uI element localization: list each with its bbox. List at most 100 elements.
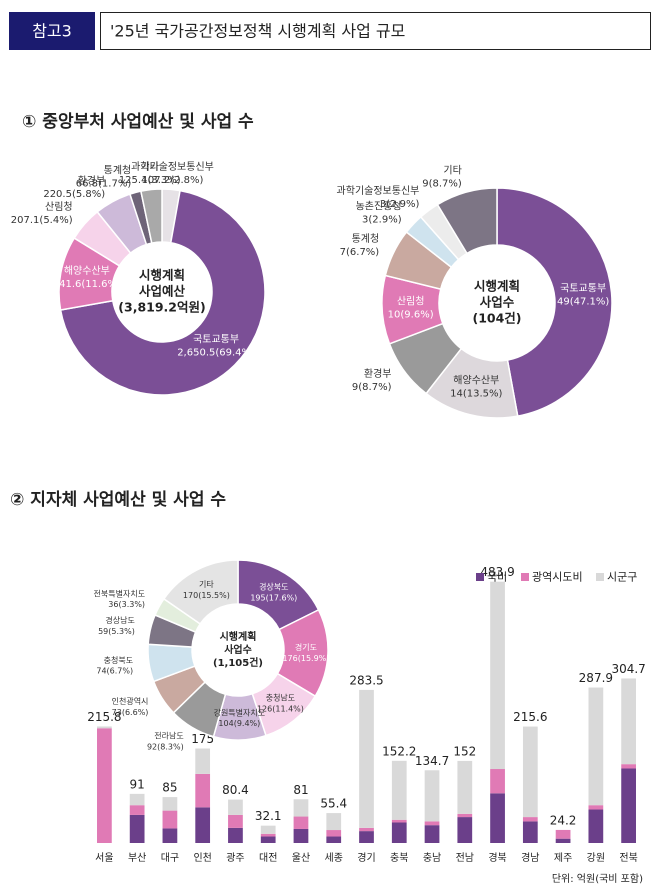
slice-value-number: 2,650.5 bbox=[177, 348, 215, 359]
slice-value: 49(47.1%) bbox=[557, 297, 609, 308]
slice-value: 125.4(3.3%) bbox=[119, 175, 181, 186]
donut-center-text: 시행계획 bbox=[139, 268, 185, 283]
slice-value-number: 9 bbox=[352, 382, 358, 393]
slice-value-number: 7 bbox=[340, 247, 346, 258]
slice-value-number: 36 bbox=[108, 600, 118, 609]
bar-segment bbox=[228, 799, 243, 815]
slice-value: 220.5(5.8%) bbox=[43, 189, 105, 200]
slice-percent: (3.3%) bbox=[118, 600, 145, 609]
slice-percent: (5.3%) bbox=[108, 626, 135, 635]
donut-slice bbox=[436, 187, 498, 255]
slice-value-number: 104 bbox=[218, 719, 233, 728]
slice-value-number: 73 bbox=[112, 707, 122, 716]
bar-segment bbox=[391, 760, 407, 820]
x-tick-label: 경남 bbox=[521, 851, 539, 864]
x-tick-label: 경북 bbox=[488, 851, 506, 864]
slice-value: 36(3.3%) bbox=[108, 600, 145, 609]
slice-name: 산림청 bbox=[45, 201, 73, 213]
slice-percent: (69.4%) bbox=[215, 348, 255, 359]
slice-value: 3(2.9%) bbox=[362, 215, 402, 226]
bar-segment bbox=[522, 726, 538, 818]
slice-value-number: 126 bbox=[257, 704, 272, 713]
slice-name: 통계청 bbox=[104, 165, 132, 177]
bar-segment bbox=[228, 827, 243, 843]
slice-value-number: 92 bbox=[147, 742, 157, 751]
legend-swatch bbox=[521, 573, 529, 581]
slice-value: 7(6.7%) bbox=[340, 247, 380, 258]
donut-slice bbox=[162, 559, 239, 625]
bar-segment bbox=[424, 821, 440, 826]
bar-segment bbox=[588, 687, 604, 806]
bar-total-label: 80.4 bbox=[222, 783, 249, 797]
slice-name: 인천광역시 bbox=[112, 696, 149, 706]
donut-center-text: 사업수 bbox=[480, 295, 515, 310]
legend-swatch bbox=[596, 573, 604, 581]
slice-percent: (6.7%) bbox=[107, 666, 134, 675]
title: '25년 국가공간정보정책 시행계획 사업 규모 bbox=[110, 22, 405, 41]
slice-name: 산림청 bbox=[397, 296, 425, 308]
legend-label: 국비 bbox=[487, 571, 507, 584]
slice-percent: (5.4%) bbox=[39, 215, 72, 226]
slice-percent: (9.6%) bbox=[400, 310, 433, 321]
bar-segment bbox=[522, 817, 538, 822]
slice-name: 농촌진흥청 bbox=[356, 200, 402, 213]
bar-segment bbox=[162, 828, 178, 843]
slice-name: 경기도 bbox=[295, 642, 317, 652]
slice-percent: (5.8%) bbox=[72, 189, 105, 200]
donut-center-text: (1,105건) bbox=[213, 656, 263, 669]
slice-name: 환경부 bbox=[78, 174, 106, 187]
slice-value-number: 10 bbox=[388, 310, 401, 321]
slice-value-number: 176 bbox=[282, 653, 297, 662]
donut-center-text: 시행계획 bbox=[220, 630, 257, 643]
badge-box bbox=[9, 12, 95, 50]
slice-value: 170(15.5%) bbox=[183, 590, 230, 599]
slice-value-number: 14 bbox=[450, 388, 463, 399]
slice-value-number: 441.6 bbox=[53, 279, 82, 290]
bar-total-label: 215.6 bbox=[513, 710, 547, 724]
bar-segment bbox=[326, 836, 342, 843]
bar-segment bbox=[391, 822, 407, 843]
bar-segment bbox=[424, 770, 440, 822]
bar-segment bbox=[490, 793, 505, 843]
bar-total-label: 283.5 bbox=[349, 673, 383, 687]
x-tick-label: 대구 bbox=[161, 852, 179, 864]
slice-value: 441.6(11.6%) bbox=[53, 279, 121, 290]
x-tick-label: 대전 bbox=[259, 852, 277, 864]
x-tick-label: 충남 bbox=[423, 852, 441, 864]
donut-center-text: 시행계획 bbox=[474, 279, 520, 294]
slice-value-number: 3 bbox=[380, 199, 386, 210]
donut-slice bbox=[140, 188, 163, 244]
badge: 참고3 bbox=[32, 22, 72, 41]
slice-percent: (8.7%) bbox=[358, 382, 391, 393]
bar-segment bbox=[490, 769, 505, 794]
slice-value-number: 195 bbox=[250, 593, 265, 602]
bar-total-label: 483.9 bbox=[480, 565, 514, 579]
slice-value-number: 74 bbox=[96, 666, 106, 675]
slice-value-number: 66.8 bbox=[76, 179, 98, 190]
bar-segment bbox=[129, 793, 145, 806]
slice-name: 과학기술정보통신부 bbox=[337, 185, 420, 197]
section-heading: ① 중앙부처 사업예산 및 사업 수 bbox=[22, 112, 254, 132]
bar-segment bbox=[129, 814, 145, 843]
slice-percent: (11.6%) bbox=[81, 279, 121, 290]
bar-total-label: 215.8 bbox=[87, 710, 121, 724]
x-tick-label: 제주 bbox=[554, 852, 572, 864]
bar-segment bbox=[195, 807, 211, 843]
slice-name: 통계청 bbox=[352, 233, 380, 245]
x-tick-label: 울산 bbox=[292, 852, 310, 864]
slice-name: 전라남도 bbox=[154, 730, 183, 740]
bar-segment bbox=[293, 799, 309, 817]
bar-segment bbox=[621, 768, 636, 843]
slice-value: 92(8.3%) bbox=[147, 742, 184, 751]
slice-name: 기타 bbox=[199, 580, 214, 589]
x-tick-label: 강원 bbox=[587, 852, 605, 864]
x-tick-label: 서울 bbox=[95, 852, 113, 864]
bar-segment bbox=[97, 728, 112, 843]
bar-segment bbox=[359, 827, 374, 832]
slice-value: 107.2(2.8%) bbox=[142, 175, 204, 186]
slice-percent: (1.7%) bbox=[98, 179, 131, 190]
slice-value-number: 170 bbox=[183, 590, 198, 599]
slice-name: 경상북도 bbox=[259, 581, 288, 591]
legend-swatch bbox=[476, 573, 484, 581]
slice-value: 14(13.5%) bbox=[450, 388, 502, 399]
